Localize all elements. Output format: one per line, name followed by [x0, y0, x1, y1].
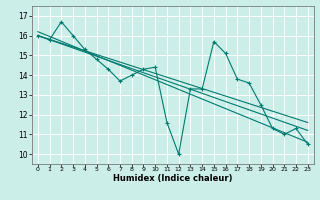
X-axis label: Humidex (Indice chaleur): Humidex (Indice chaleur): [113, 174, 233, 183]
